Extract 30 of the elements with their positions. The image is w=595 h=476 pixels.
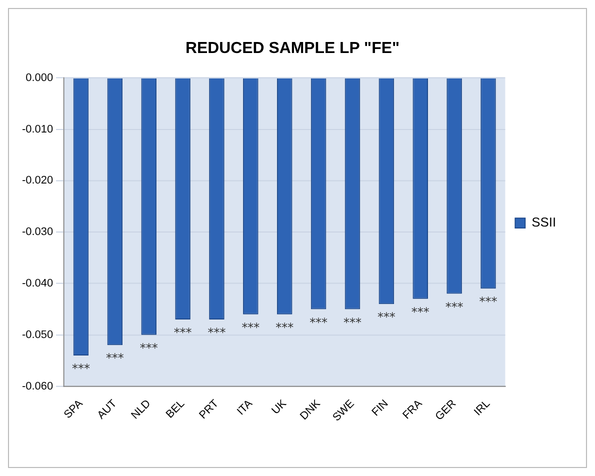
y-tick-label: -0.020 <box>22 174 54 187</box>
y-tick-label: -0.040 <box>22 278 54 290</box>
y-tick-label: -0.030 <box>22 226 54 238</box>
data-label: *** <box>479 294 498 309</box>
x-tick-label: NLD <box>129 398 154 422</box>
x-tick-label: IRL <box>472 398 493 418</box>
y-tick-label: -0.060 <box>22 380 54 392</box>
data-label: *** <box>174 326 192 340</box>
data-label: *** <box>140 340 158 355</box>
x-tick-label: ITA <box>234 397 256 418</box>
data-label: *** <box>106 351 124 366</box>
y-tick-label: 0.000 <box>26 72 54 84</box>
x-tick-label: BEL <box>164 398 188 421</box>
data-label: *** <box>445 300 464 314</box>
data-label: *** <box>310 315 328 330</box>
legend-label: SSII <box>532 214 556 230</box>
data-label: *** <box>276 320 294 334</box>
x-tick-label: SPA <box>62 397 86 422</box>
x-tick-label: UK <box>270 397 290 417</box>
y-tick-label: -0.010 <box>22 123 54 136</box>
chart-title: REDUCED SAMPLE LP "FE" <box>186 40 400 57</box>
data-label: *** <box>344 315 362 330</box>
data-label: *** <box>411 304 430 319</box>
data-label: *** <box>72 362 90 376</box>
y-tick-label: -0.050 <box>22 328 54 341</box>
data-label: *** <box>377 310 396 324</box>
data-label: *** <box>208 326 226 340</box>
x-tick-label: FIN <box>370 398 391 419</box>
data-label: *** <box>242 320 260 334</box>
x-tick-label: FRA <box>400 397 426 422</box>
